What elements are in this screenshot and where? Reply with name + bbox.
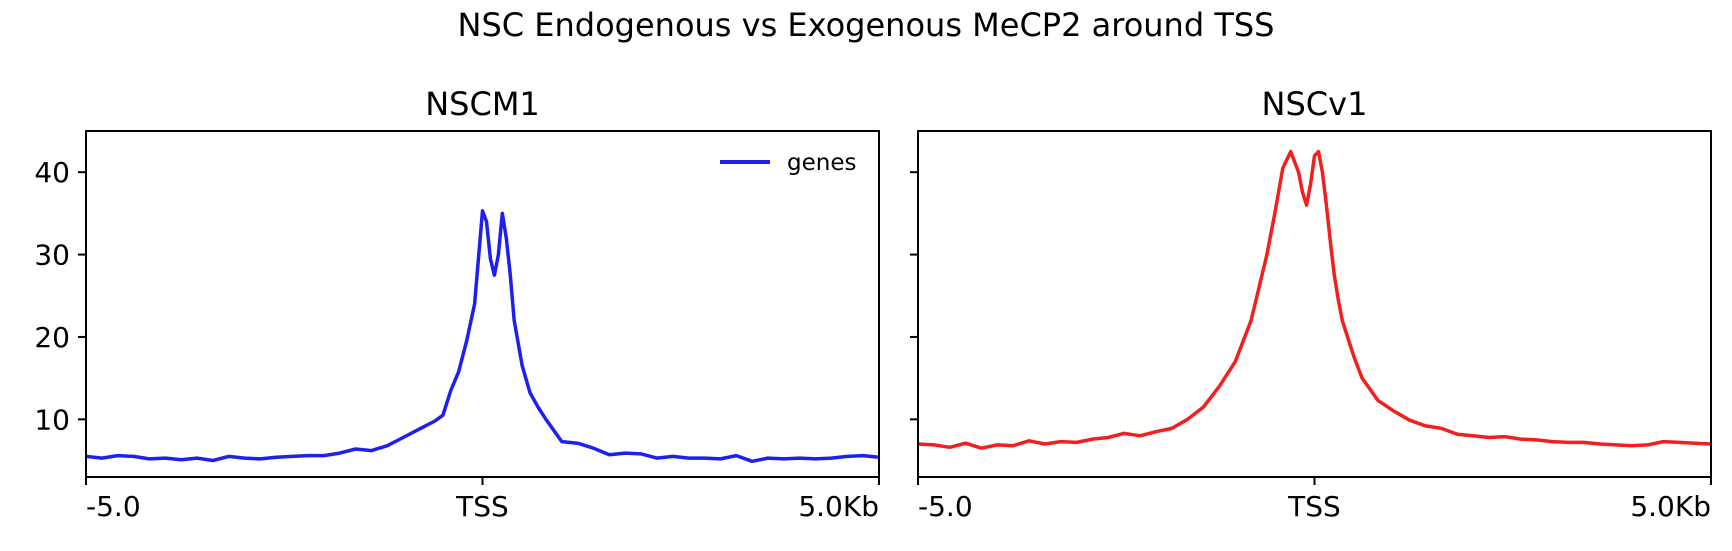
x-tick-label: -5.0: [918, 490, 973, 523]
x-tick-label: 5.0Kb: [1630, 490, 1711, 523]
series-line-genes: [86, 209, 879, 464]
axes-frame: [85, 130, 880, 478]
x-tick-label: -5.0: [86, 490, 141, 523]
x-tick-label: TSS: [1287, 490, 1341, 523]
panel-title: NSCv1: [1262, 85, 1368, 123]
y-tick-label: 40: [34, 156, 70, 189]
panel-nscm1: NSCM1 -5.0 TSS 5.0Kb 10 20 30 40 genes: [34, 85, 880, 523]
panel-nscv1: NSCv1 -5.0 TSS 5.0Kb: [910, 85, 1712, 523]
y-tick-label: 20: [34, 321, 70, 354]
y-tick-label: 10: [34, 403, 70, 436]
figure-suptitle: NSC Endogenous vs Exogenous MeCP2 around…: [458, 6, 1275, 44]
y-tick-label: 30: [34, 239, 70, 272]
axes-frame: [917, 130, 1712, 478]
x-tick-label: TSS: [455, 490, 509, 523]
panel-title: NSCM1: [425, 85, 540, 123]
x-tick-label: 5.0Kb: [798, 490, 879, 523]
series-line-series-0: [918, 149, 1711, 450]
legend-label: genes: [787, 150, 856, 176]
